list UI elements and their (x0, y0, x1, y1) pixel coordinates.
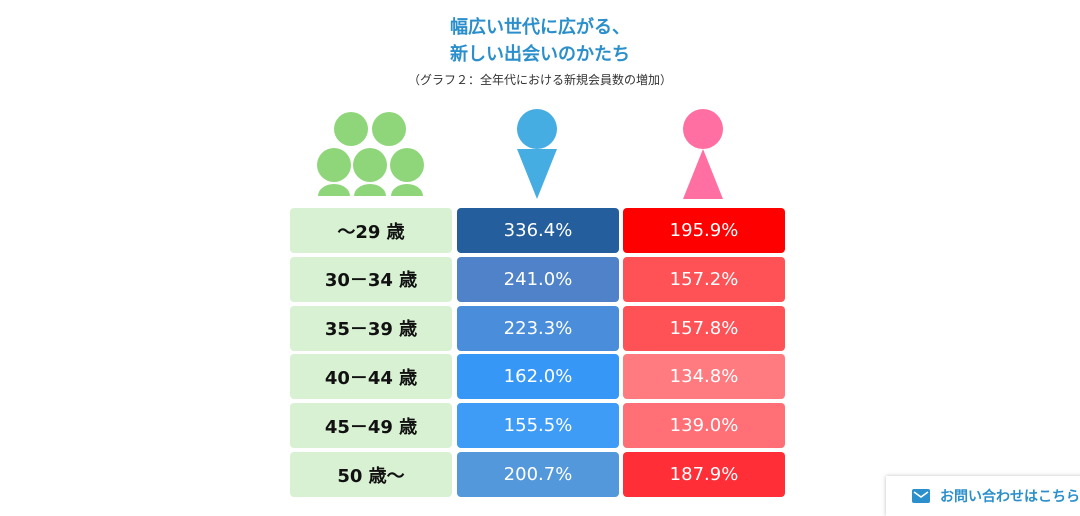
female-icon (683, 109, 723, 199)
age-label: 50 歳～ (290, 452, 452, 497)
age-label: 30－34 歳 (290, 256, 452, 302)
male-value: 223.3% (457, 305, 619, 351)
male-icon (517, 109, 557, 199)
mail-icon (912, 489, 930, 503)
title-line: 幅広い世代に広がる、 (450, 17, 630, 38)
male-value: 162.0% (457, 354, 619, 400)
contact-label[interactable]: お問い合わせはこちら (940, 489, 1080, 505)
female-value: 157.8% (623, 305, 785, 351)
female-value: 187.9% (623, 452, 785, 497)
male-value: 241.0% (457, 256, 619, 302)
title-line: 新しい出会いのかたち (450, 44, 630, 65)
contact-button[interactable]: お問い合わせはこちら (886, 476, 1080, 516)
age-label: 40－44 歳 (290, 354, 452, 400)
age-label: ～29 歳 (290, 208, 452, 253)
female-value: 139.0% (623, 403, 785, 449)
female-value: 157.2% (623, 256, 785, 302)
female-value: 134.8% (623, 354, 785, 400)
subtitle: （グラフ２：全年代における新規会員数の増加） (407, 73, 672, 87)
male-value: 336.4% (457, 208, 619, 253)
age-label: 45－49 歳 (290, 403, 452, 449)
male-value: 200.7% (457, 452, 619, 497)
male-value: 155.5% (457, 403, 619, 449)
age-label: 35－39 歳 (290, 305, 452, 351)
female-value: 195.9% (623, 208, 785, 253)
group-icon (317, 112, 424, 196)
icons (317, 109, 723, 199)
